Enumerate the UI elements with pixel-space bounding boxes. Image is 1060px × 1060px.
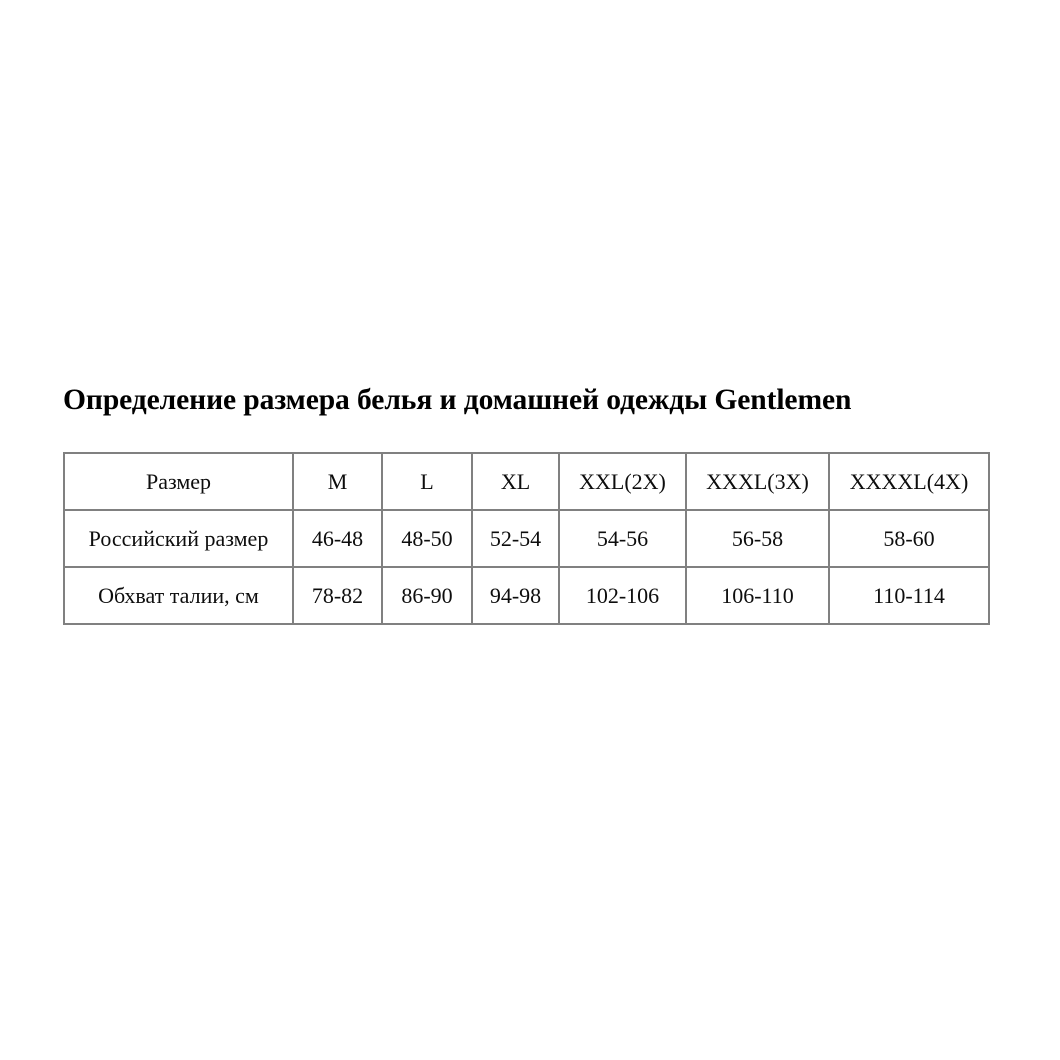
table-cell: 48-50 [381, 509, 473, 568]
column-header-xxxxl: XXXXL(4X) [828, 452, 990, 511]
table-cell: 58-60 [828, 509, 990, 568]
column-header-xxxl: XXXL(3X) [685, 452, 830, 511]
table-cell: 54-56 [558, 509, 687, 568]
table-cell: 106-110 [685, 566, 830, 625]
table-cell: 46-48 [292, 509, 383, 568]
table-cell: 52-54 [471, 509, 560, 568]
column-header-m: M [292, 452, 383, 511]
table-cell: 94-98 [471, 566, 560, 625]
table-cell: 110-114 [828, 566, 990, 625]
column-header-size-label: Размер [63, 452, 294, 511]
table-cell: 86-90 [381, 566, 473, 625]
column-header-xxl: XXL(2X) [558, 452, 687, 511]
row-label-russian-size: Российский размер [63, 509, 294, 568]
table-cell: 102-106 [558, 566, 687, 625]
size-chart-table: Размер M L XL XXL(2X) XXXL(3X) XXXXL(4X)… [63, 452, 990, 625]
column-header-l: L [381, 452, 473, 511]
table-row: Российский размер 46-48 48-50 52-54 54-5… [63, 509, 990, 568]
row-label-waist-circumference: Обхват талии, см [63, 566, 294, 625]
table-cell: 56-58 [685, 509, 830, 568]
table-cell: 78-82 [292, 566, 383, 625]
page-title: Определение размера белья и домашней оде… [63, 383, 852, 416]
table-row: Обхват талии, см 78-82 86-90 94-98 102-1… [63, 566, 990, 625]
table-header-row: Размер M L XL XXL(2X) XXXL(3X) XXXXL(4X) [63, 452, 990, 511]
column-header-xl: XL [471, 452, 560, 511]
